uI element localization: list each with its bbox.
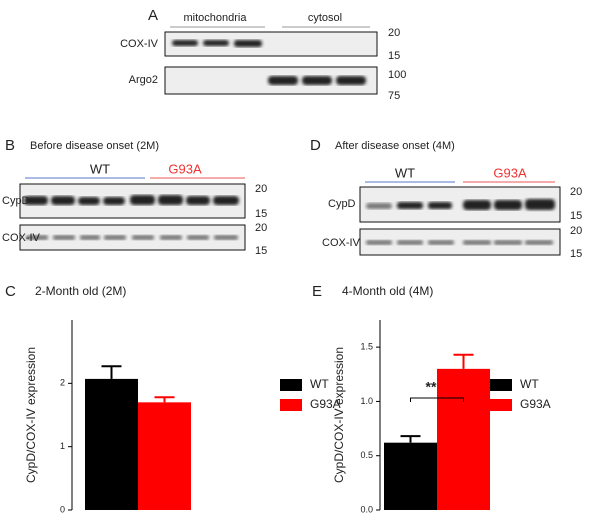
legend-swatch xyxy=(490,399,512,411)
row-label: Argo2 xyxy=(129,74,158,86)
row-label: CypD xyxy=(2,195,30,207)
panel-title: Before disease onset (2M) xyxy=(30,140,159,152)
legend-label: G93A xyxy=(520,397,551,411)
bar xyxy=(85,378,138,510)
marker: 15 xyxy=(255,245,267,257)
y-tick-label: 2 xyxy=(60,378,65,388)
y-tick-label: 1.0 xyxy=(360,396,373,406)
y-axis-label: CypD/COX-IV expression xyxy=(24,347,38,483)
panel-label: A xyxy=(148,7,158,24)
marker: 20 xyxy=(255,183,267,195)
chart-title: 4-Month old (4M) xyxy=(342,284,433,298)
group-label: WT xyxy=(90,161,110,176)
lane-label: cytosol xyxy=(308,12,342,24)
blot xyxy=(164,31,378,57)
significance-bracket xyxy=(410,397,464,402)
group-label: G93A xyxy=(493,165,527,180)
y-tick-label: 1.5 xyxy=(360,342,373,352)
bar xyxy=(384,442,437,510)
y-tick-label: 1 xyxy=(60,441,65,451)
marker: 100 xyxy=(388,69,406,81)
group-label: G93A xyxy=(168,161,202,176)
bands xyxy=(24,195,239,240)
bar xyxy=(138,402,191,510)
marker: 15 xyxy=(570,248,582,260)
bands xyxy=(366,199,555,245)
group-label: WT xyxy=(395,165,415,180)
marker: 75 xyxy=(388,90,400,102)
legend-swatch xyxy=(490,379,512,391)
legend-label: WT xyxy=(520,377,539,391)
y-tick-label: 0.5 xyxy=(360,450,373,460)
y-axis-label: CypD/COX-IV expression xyxy=(332,347,346,483)
bar xyxy=(437,368,490,510)
chart-title: 2-Month old (2M) xyxy=(35,284,126,298)
panel-label: B xyxy=(5,137,15,154)
panel-label: C xyxy=(5,283,16,300)
row-label: COX-IV xyxy=(322,237,361,249)
annotation: ** xyxy=(426,379,437,395)
legend-swatch xyxy=(280,379,302,391)
lane-label: mitochondria xyxy=(184,12,248,24)
row-label: COX-IV xyxy=(2,232,41,244)
bands xyxy=(172,40,366,85)
panel-label: E xyxy=(312,283,322,300)
panel-label: D xyxy=(310,137,321,154)
marker: 20 xyxy=(255,222,267,234)
marker: 20 xyxy=(570,186,582,198)
marker: 15 xyxy=(255,208,267,220)
legend-label: G93A xyxy=(310,397,341,411)
y-tick-label: 0 xyxy=(60,504,65,514)
panel-title: After disease onset (4M) xyxy=(335,140,455,152)
row-label: CypD xyxy=(328,198,356,210)
marker: 20 xyxy=(388,27,400,39)
marker: 15 xyxy=(388,50,400,62)
row-label: COX-IV xyxy=(120,38,159,50)
legend-label: WT xyxy=(310,377,329,391)
marker: 20 xyxy=(570,225,582,237)
legend-swatch xyxy=(280,399,302,411)
marker: 15 xyxy=(570,210,582,222)
y-tick-label: 0.0 xyxy=(360,504,373,514)
